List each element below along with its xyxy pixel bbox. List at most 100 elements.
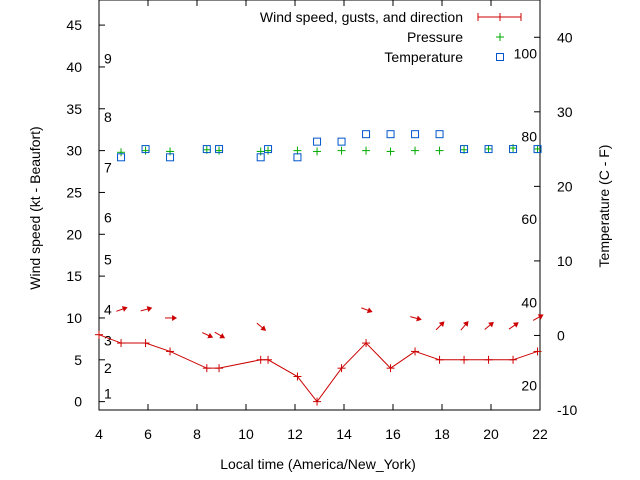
x-tick-label: 8 <box>193 426 201 442</box>
wind-point <box>337 364 346 373</box>
y-left-tick-label: 20 <box>66 226 82 242</box>
pressure-point <box>362 146 371 155</box>
y-right-tick-label: -10 <box>557 402 577 418</box>
left-y-axis: 0 5 10 15 20 25 30 35 40 45 <box>66 17 105 410</box>
pressure-point <box>141 146 150 155</box>
x-tick-label: 14 <box>336 426 352 442</box>
arrow-head <box>438 321 445 328</box>
arrow-head <box>366 307 373 314</box>
x-tick-label: 20 <box>483 426 499 442</box>
wind-direction-arrow <box>165 314 178 321</box>
y-left-tick-label: 45 <box>66 17 82 33</box>
wind-point <box>484 355 493 364</box>
y-left-tick-label: 25 <box>66 184 82 200</box>
wind-direction-arrow <box>361 307 373 314</box>
temperature-point <box>293 153 302 162</box>
series-layer <box>95 130 544 406</box>
pressure-point <box>117 148 126 157</box>
beaufort-scale: 1 2 3 4 5 6 7 8 9 <box>104 51 112 402</box>
temperature-point <box>166 153 175 162</box>
pressure-point <box>435 146 444 155</box>
beaufort-label: 2 <box>104 360 112 376</box>
wind-direction-arrow <box>256 322 267 331</box>
wind-direction-arrow <box>140 306 153 312</box>
temperature-point <box>411 130 420 139</box>
arrow-head <box>463 320 469 327</box>
legend-label-temperature: Temperature <box>384 49 463 65</box>
wind-point <box>95 330 103 339</box>
wind-point <box>264 355 273 364</box>
x-tick-label: 6 <box>144 426 152 442</box>
legend-label-wind: Wind speed, gusts, and direction <box>260 9 463 25</box>
wind-point <box>166 347 175 356</box>
temperature-point <box>435 130 444 139</box>
beaufort-label: 1 <box>104 385 112 401</box>
wind-direction-arrow <box>532 314 544 321</box>
temperature-point <box>117 153 126 162</box>
wind-direction-arrow <box>460 320 469 331</box>
beaufort-label: 7 <box>104 159 112 175</box>
wind-direction-arrow <box>116 306 128 312</box>
pressure-point <box>337 146 346 155</box>
x-tick-label: 16 <box>385 426 401 442</box>
pressure-point <box>533 144 542 153</box>
legend-sample-wind-marker <box>496 13 504 21</box>
wind-point <box>460 355 469 364</box>
wind-point <box>293 372 302 381</box>
arrow-head <box>260 325 267 331</box>
wind-point <box>533 347 542 356</box>
wind-speed-line <box>98 334 538 403</box>
arrow-head <box>537 314 544 320</box>
x-tick-label: 12 <box>287 426 303 442</box>
fahrenheit-label: 100 <box>514 46 538 62</box>
fahrenheit-label: 20 <box>521 377 537 393</box>
wind-point <box>411 347 420 356</box>
temperature-point <box>313 137 322 146</box>
temperature-point <box>256 153 265 162</box>
y-left-tick-label: 30 <box>66 143 82 159</box>
y-left-tick-label: 15 <box>66 268 82 284</box>
x-tick-label: 4 <box>95 426 103 442</box>
legend: Wind speed, gusts, and direction Pressur… <box>260 9 522 65</box>
wind-point <box>313 397 322 406</box>
x-axis-label: Local time (America/New_York) <box>220 456 416 472</box>
x-axis: 4 6 8 10 12 14 16 18 20 22 <box>95 0 548 442</box>
y-left-tick-label: 35 <box>66 101 82 117</box>
wind-point <box>256 355 265 364</box>
pressure-point <box>293 146 302 155</box>
y-right-tick-label: 20 <box>557 178 573 194</box>
pressure-point <box>386 147 395 156</box>
arrow-head <box>121 306 128 312</box>
y-right-tick-label: 40 <box>557 29 573 45</box>
arrow-head <box>416 315 422 322</box>
y-right-tick-label: 0 <box>557 327 565 343</box>
wind-direction-arrow <box>202 332 214 339</box>
wind-point <box>117 339 126 348</box>
right-y-axis-label: Temperature (C - F) <box>596 145 612 268</box>
arrow-head <box>207 332 214 339</box>
y-right-tick-label: 30 <box>557 104 573 120</box>
pressure-point <box>215 146 224 155</box>
plot-frame <box>98 0 541 411</box>
temperature-point <box>202 145 211 154</box>
y-left-tick-label: 10 <box>66 310 82 326</box>
temperature-point <box>484 145 493 154</box>
pressure-point <box>484 144 493 153</box>
wind-point <box>386 364 395 373</box>
beaufort-label: 3 <box>104 333 112 349</box>
temperature-point <box>337 137 346 146</box>
pressure-point <box>313 147 322 156</box>
beaufort-label: 4 <box>104 302 112 318</box>
right-y-axis: -10 0 10 20 30 40 <box>534 29 577 418</box>
fahrenheit-label: 60 <box>521 211 537 227</box>
y-left-tick-label: 40 <box>66 59 82 75</box>
wind-direction-arrow <box>435 321 445 331</box>
wind-point <box>141 339 150 348</box>
legend-sample-pressure <box>496 33 504 41</box>
wind-point <box>435 355 444 364</box>
y-left-tick-label: 0 <box>74 394 82 410</box>
legend-label-pressure: Pressure <box>407 29 463 45</box>
temperature-point <box>460 145 469 154</box>
temperature-point <box>141 145 150 154</box>
